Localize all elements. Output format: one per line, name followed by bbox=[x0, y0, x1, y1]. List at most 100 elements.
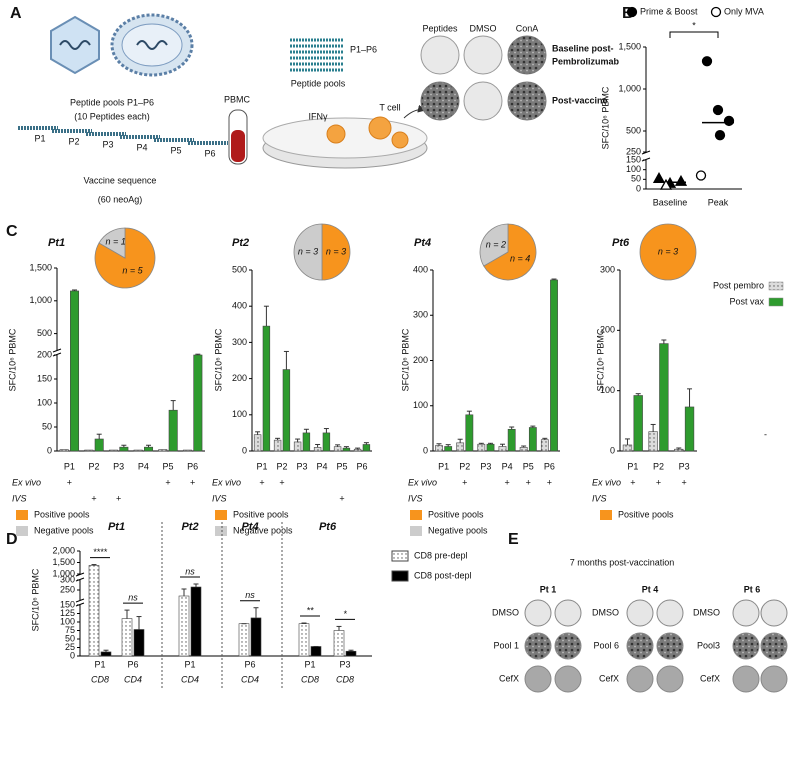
error-bar bbox=[146, 444, 152, 448]
well bbox=[554, 599, 582, 627]
significance: **** bbox=[93, 547, 108, 557]
cell bbox=[391, 131, 409, 149]
well bbox=[463, 35, 503, 75]
bar bbox=[342, 447, 351, 452]
pie-slice bbox=[483, 223, 537, 281]
well bbox=[507, 35, 547, 75]
y-tick-label: 500 bbox=[232, 264, 247, 274]
y-axis-label: SFC/10⁶ PBMC bbox=[400, 328, 410, 391]
error-bar bbox=[255, 431, 261, 435]
panel-letter: D bbox=[6, 531, 18, 548]
legend-label: Positive pools bbox=[34, 509, 90, 519]
row-mark: + bbox=[165, 477, 170, 487]
bar bbox=[282, 369, 291, 452]
legend-swatch bbox=[768, 281, 784, 291]
x-tick-label: P3 bbox=[679, 461, 690, 471]
bar bbox=[456, 442, 465, 452]
row-label: Ex vivo bbox=[212, 477, 241, 487]
significance: ns bbox=[245, 590, 255, 600]
label: Peptide pools P1–P6 bbox=[70, 97, 154, 107]
y-tick-label: 200 bbox=[232, 373, 247, 383]
bar bbox=[345, 650, 357, 657]
error-bar bbox=[488, 442, 494, 445]
y-tick-label: 100 bbox=[60, 616, 75, 626]
significance: * bbox=[343, 609, 347, 619]
y-tick-label: 300 bbox=[600, 264, 615, 274]
y-tick-label: 200 bbox=[413, 355, 428, 365]
group-label: Pt1 bbox=[108, 521, 125, 533]
well bbox=[760, 665, 788, 693]
panel-letter: E bbox=[508, 531, 519, 548]
x-tick-label: P3 bbox=[480, 461, 491, 471]
error-bar bbox=[170, 400, 176, 411]
error-bar bbox=[499, 443, 505, 447]
row-label: Ex vivo bbox=[12, 477, 41, 487]
pool-label: P1 bbox=[34, 133, 45, 143]
legend-label: Positive pools bbox=[428, 509, 484, 519]
y-tick-label: 1,000 bbox=[52, 568, 75, 578]
error-bar bbox=[635, 393, 641, 396]
bar bbox=[144, 446, 154, 452]
bar bbox=[507, 428, 516, 452]
x-tick-label: P5 bbox=[336, 461, 347, 471]
y-tick-label: 500 bbox=[37, 328, 52, 338]
legend-swatch bbox=[215, 526, 227, 536]
error-bar bbox=[551, 278, 557, 280]
error-bar bbox=[436, 443, 442, 446]
bar bbox=[633, 395, 643, 452]
error-bar bbox=[124, 609, 130, 619]
bar bbox=[158, 449, 168, 452]
x-sublabel: CD8 bbox=[91, 674, 109, 684]
row-mark: + bbox=[259, 477, 264, 487]
well bbox=[626, 599, 654, 627]
row-mark: + bbox=[67, 477, 72, 487]
y-tick-label: 0 bbox=[636, 183, 641, 193]
bar bbox=[550, 279, 558, 452]
bar bbox=[133, 449, 143, 452]
point bbox=[674, 174, 688, 186]
x-sublabel: CD8 bbox=[301, 674, 319, 684]
y-tick-label: 150 bbox=[37, 373, 52, 383]
error-bar bbox=[103, 649, 109, 652]
error-bar bbox=[530, 425, 536, 428]
pool-label: P5 bbox=[170, 145, 181, 155]
dna-icon bbox=[136, 40, 168, 50]
x-tick-label: P6 bbox=[356, 461, 367, 471]
significance: ** bbox=[306, 605, 314, 615]
row-mark: + bbox=[279, 477, 284, 487]
well-row: Post-vaccine bbox=[552, 95, 608, 105]
y-axis-label: SFC/10⁶ PBMC bbox=[600, 86, 610, 149]
pie-slice bbox=[293, 223, 323, 281]
label: Vaccine sequence bbox=[84, 175, 157, 185]
pool-label: P4 bbox=[136, 142, 147, 152]
row-label: IVS bbox=[408, 493, 423, 503]
error-bar bbox=[363, 442, 369, 445]
point bbox=[701, 56, 713, 67]
chart-title: Pt2 bbox=[232, 237, 249, 249]
y-tick-label: 1,000 bbox=[29, 295, 52, 305]
y-tick-label: 150 bbox=[626, 154, 641, 164]
panel-e-title: 7 months post-vaccination bbox=[570, 557, 675, 567]
x-tick-label: P2 bbox=[276, 461, 287, 471]
y-tick-label: 50 bbox=[65, 633, 75, 643]
bar bbox=[648, 431, 658, 452]
x-tick-label: P2 bbox=[88, 461, 99, 471]
peptide-stack bbox=[290, 38, 344, 72]
well-row: CefX bbox=[499, 673, 519, 683]
label: IFNγ bbox=[309, 111, 328, 121]
well-row: Pool3 bbox=[697, 640, 720, 650]
y-tick-label: 100 bbox=[626, 164, 641, 174]
y-tick-label: 100 bbox=[600, 385, 615, 395]
error-bar bbox=[687, 388, 693, 407]
error-bar bbox=[301, 622, 307, 624]
bar bbox=[119, 446, 129, 452]
row-mark: + bbox=[116, 493, 121, 503]
well-row: Pool 1 bbox=[493, 640, 519, 650]
well bbox=[656, 632, 684, 660]
well bbox=[656, 599, 684, 627]
error-bar bbox=[136, 616, 142, 630]
bar bbox=[94, 438, 104, 452]
x-tick-label: P4 bbox=[502, 461, 513, 471]
point bbox=[723, 115, 735, 127]
legend-swatch bbox=[768, 297, 784, 307]
